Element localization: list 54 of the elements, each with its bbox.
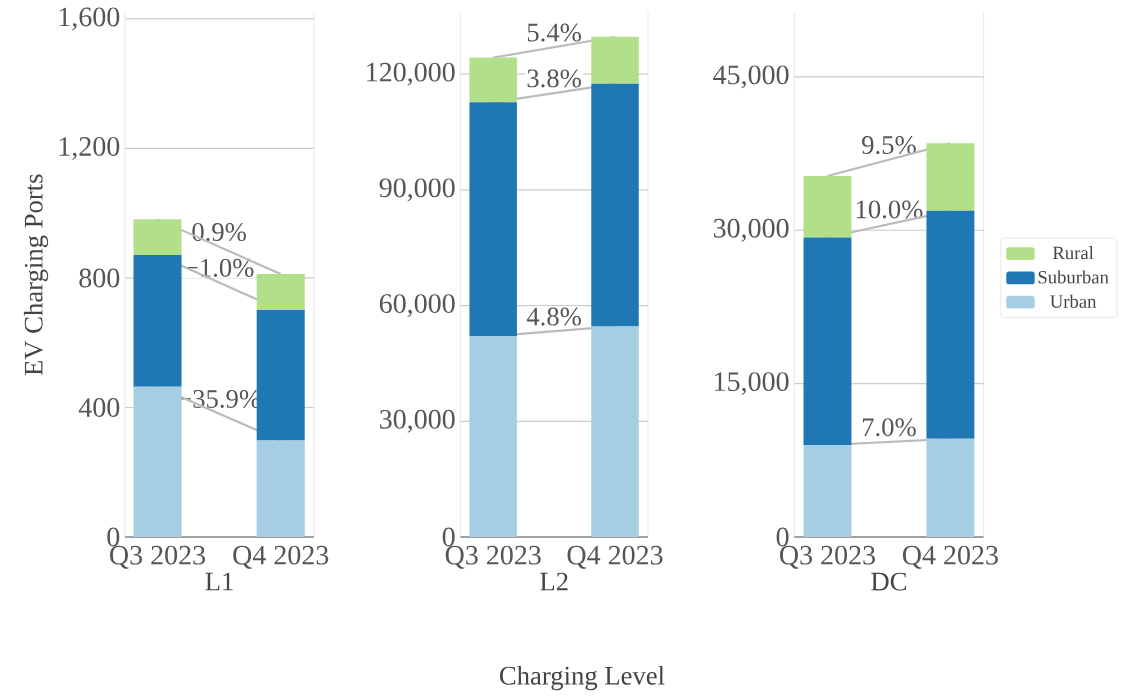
y-tick-label: 1,600 xyxy=(59,7,120,31)
annotation: 10.0% xyxy=(856,200,923,219)
annotation: 9.5% xyxy=(862,136,916,155)
y-tick-label: 400 xyxy=(78,398,120,417)
y-tick-label: 0 xyxy=(107,527,120,547)
y-tick-label: 120,000 xyxy=(367,62,455,86)
bar xyxy=(469,57,517,103)
annotation: −1.0% xyxy=(185,258,254,277)
bar xyxy=(469,336,517,537)
annotation: 0.9% xyxy=(192,223,246,242)
bar xyxy=(926,210,975,439)
bar xyxy=(133,386,182,537)
legend-label: Urban xyxy=(1050,294,1097,308)
bar xyxy=(591,83,639,327)
annotation: 5.4% xyxy=(527,23,581,42)
legend-label: Rural xyxy=(1052,246,1094,260)
y-tick-label: 1,200 xyxy=(59,137,120,160)
y-tick-label: 90,000 xyxy=(379,178,455,202)
y-tick-label: 30,000 xyxy=(713,218,789,242)
bar xyxy=(591,36,639,84)
x-tick-label: Q3 2023 xyxy=(780,545,875,569)
y-axis-title: EV Charging Ports xyxy=(23,174,49,376)
x-tick-label: Q4 2023 xyxy=(902,545,998,569)
bar xyxy=(469,102,517,337)
x-tick-label: Q4 2023 xyxy=(567,545,663,569)
y-tick-label: 15,000 xyxy=(715,372,789,396)
x-tick-label: Q3 2023 xyxy=(110,545,206,569)
bar xyxy=(803,444,852,537)
bar xyxy=(256,310,305,441)
y-tick-label: 800 xyxy=(79,268,120,288)
bar xyxy=(591,326,639,537)
x-axis-title: L2 xyxy=(540,572,568,591)
annotation: 4.8% xyxy=(526,307,581,326)
y-tick-label: 0 xyxy=(442,527,455,547)
bar xyxy=(803,176,852,238)
y-tick-label: 0 xyxy=(776,527,789,547)
annotation: 3.8% xyxy=(527,69,581,88)
x-axis-title: L1 xyxy=(205,572,233,591)
y-tick-label: 60,000 xyxy=(379,294,455,318)
text: Charging Level xyxy=(499,665,665,691)
x-tick-label: Q4 2023 xyxy=(233,545,329,569)
annotation: 7.0% xyxy=(862,418,916,437)
bar xyxy=(926,438,975,537)
bar xyxy=(133,254,182,387)
bar xyxy=(256,440,305,537)
bar xyxy=(926,143,975,211)
bar xyxy=(133,219,182,255)
x-tick-label: Q3 2023 xyxy=(445,545,541,569)
y-tick-label: 30,000 xyxy=(380,409,455,433)
x-axis-title: DC xyxy=(871,572,906,591)
legend-label: Suburban xyxy=(1038,270,1109,284)
y-tick-label: 45,000 xyxy=(713,65,789,89)
bar xyxy=(803,237,852,445)
bar xyxy=(256,274,305,311)
